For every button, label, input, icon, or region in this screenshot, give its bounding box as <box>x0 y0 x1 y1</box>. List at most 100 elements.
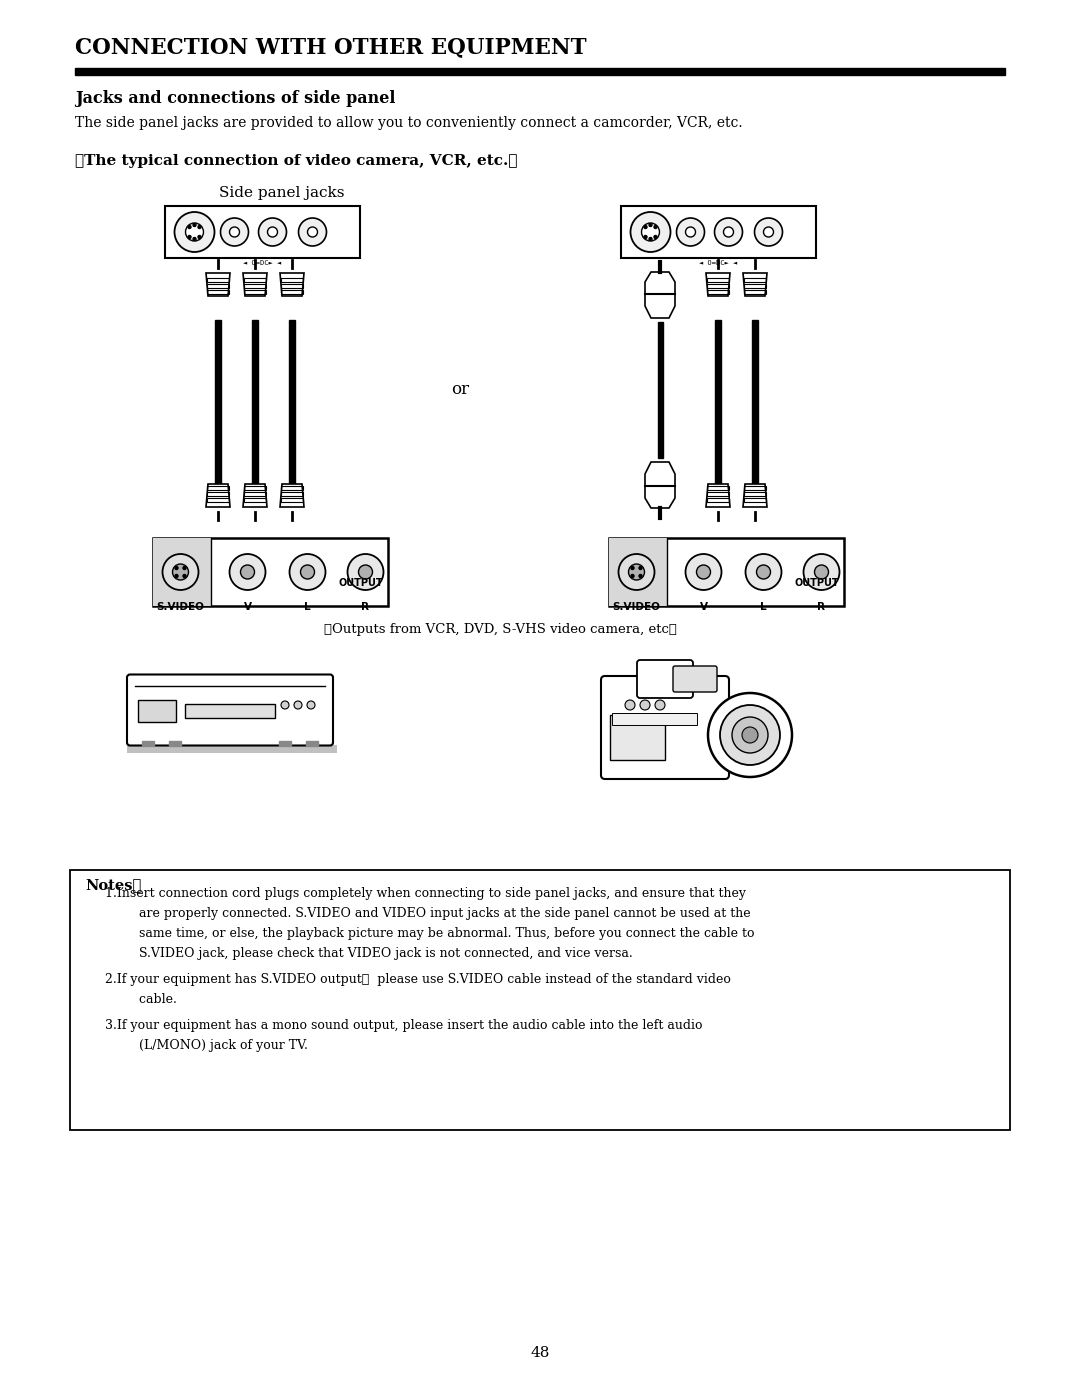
Bar <box>244 486 266 490</box>
Text: Jacks and connections of side panel: Jacks and connections of side panel <box>75 89 395 108</box>
Bar <box>244 497 266 502</box>
Polygon shape <box>206 483 230 507</box>
Text: Side panel jacks: Side panel jacks <box>219 186 345 200</box>
FancyBboxPatch shape <box>600 676 729 780</box>
Bar <box>610 715 665 760</box>
Circle shape <box>642 224 660 242</box>
Text: R: R <box>818 602 825 612</box>
Text: S.VIDEO jack, please check that VIDEO jack is not connected, and vice versa.: S.VIDEO jack, please check that VIDEO ja… <box>127 947 633 960</box>
Bar <box>207 291 229 293</box>
Bar <box>707 492 729 496</box>
Polygon shape <box>280 272 303 296</box>
Circle shape <box>193 237 195 240</box>
Circle shape <box>229 555 266 590</box>
Circle shape <box>732 717 768 753</box>
Bar <box>744 486 766 490</box>
Text: cable.: cable. <box>127 993 177 1006</box>
Circle shape <box>308 226 318 237</box>
Text: The side panel jacks are provided to allow you to conveniently connect a camcord: The side panel jacks are provided to all… <box>75 116 743 130</box>
Text: V: V <box>243 602 252 612</box>
Text: ◄ O=DC► ◄: ◄ O=DC► ◄ <box>699 260 738 265</box>
Text: 3.If your equipment has a mono sound output, please insert the audio cable into : 3.If your equipment has a mono sound out… <box>105 1018 702 1032</box>
Circle shape <box>720 705 780 766</box>
Circle shape <box>764 226 773 237</box>
Bar <box>744 291 766 293</box>
Polygon shape <box>743 483 767 507</box>
Circle shape <box>654 700 665 710</box>
Circle shape <box>649 224 652 226</box>
Bar <box>185 704 275 718</box>
Bar <box>207 284 229 288</box>
Bar <box>279 740 291 746</box>
Circle shape <box>742 726 758 743</box>
Polygon shape <box>645 462 675 509</box>
Text: L: L <box>760 602 767 612</box>
Text: (L/MONO) jack of your TV.: (L/MONO) jack of your TV. <box>127 1039 308 1052</box>
Bar <box>152 538 388 606</box>
Bar <box>744 497 766 502</box>
Bar <box>207 278 229 282</box>
Circle shape <box>639 574 642 577</box>
Circle shape <box>300 564 314 578</box>
Bar <box>744 284 766 288</box>
Circle shape <box>625 700 635 710</box>
Bar <box>244 291 266 293</box>
Circle shape <box>348 555 383 590</box>
Bar <box>141 740 154 746</box>
Text: 【The typical connection of video camera, VCR, etc.】: 【The typical connection of video camera,… <box>75 154 517 168</box>
Bar <box>138 700 176 722</box>
Bar <box>612 712 697 725</box>
Circle shape <box>241 564 255 578</box>
Circle shape <box>756 564 770 578</box>
Circle shape <box>298 218 326 246</box>
Circle shape <box>175 574 178 577</box>
Bar <box>244 492 266 496</box>
Bar <box>164 205 360 258</box>
Polygon shape <box>706 272 730 296</box>
Bar <box>707 278 729 282</box>
Circle shape <box>183 574 186 577</box>
Text: ◄ O=DC► ◄: ◄ O=DC► ◄ <box>243 260 281 265</box>
Bar <box>207 492 229 496</box>
Circle shape <box>175 212 215 251</box>
Circle shape <box>686 555 721 590</box>
Text: or: or <box>451 381 469 398</box>
Text: R: R <box>362 602 369 612</box>
Bar <box>127 745 337 753</box>
Bar <box>658 321 662 458</box>
Text: same time, or else, the playback picture may be abnormal. Thus, before you conne: same time, or else, the playback picture… <box>127 928 755 940</box>
Bar <box>152 538 211 606</box>
Bar <box>707 284 729 288</box>
Circle shape <box>183 567 186 570</box>
Bar <box>744 278 766 282</box>
FancyBboxPatch shape <box>637 659 693 698</box>
Polygon shape <box>243 272 267 296</box>
Bar <box>168 740 181 746</box>
Circle shape <box>629 564 645 580</box>
Bar <box>715 320 721 502</box>
Text: CONNECTION WITH OTHER EQUIPMENT: CONNECTION WITH OTHER EQUIPMENT <box>75 36 586 59</box>
Bar <box>289 320 295 502</box>
Circle shape <box>686 226 696 237</box>
Circle shape <box>268 226 278 237</box>
Bar <box>707 497 729 502</box>
Circle shape <box>258 218 286 246</box>
Text: 48: 48 <box>530 1345 550 1361</box>
Circle shape <box>654 225 657 229</box>
Circle shape <box>188 225 191 229</box>
Polygon shape <box>645 272 675 319</box>
Circle shape <box>715 218 743 246</box>
Circle shape <box>188 236 191 239</box>
Text: 2.If your equipment has S.VIDEO output，  please use S.VIDEO cable instead of the: 2.If your equipment has S.VIDEO output， … <box>105 972 731 986</box>
Circle shape <box>289 555 325 590</box>
Circle shape <box>307 701 315 710</box>
Circle shape <box>173 564 189 580</box>
Text: OUTPUT: OUTPUT <box>339 578 383 588</box>
Bar <box>70 870 1010 1130</box>
Circle shape <box>676 218 704 246</box>
Circle shape <box>649 237 652 240</box>
Text: V: V <box>700 602 707 612</box>
Bar <box>608 538 666 606</box>
Circle shape <box>193 224 195 226</box>
Bar <box>215 320 221 502</box>
